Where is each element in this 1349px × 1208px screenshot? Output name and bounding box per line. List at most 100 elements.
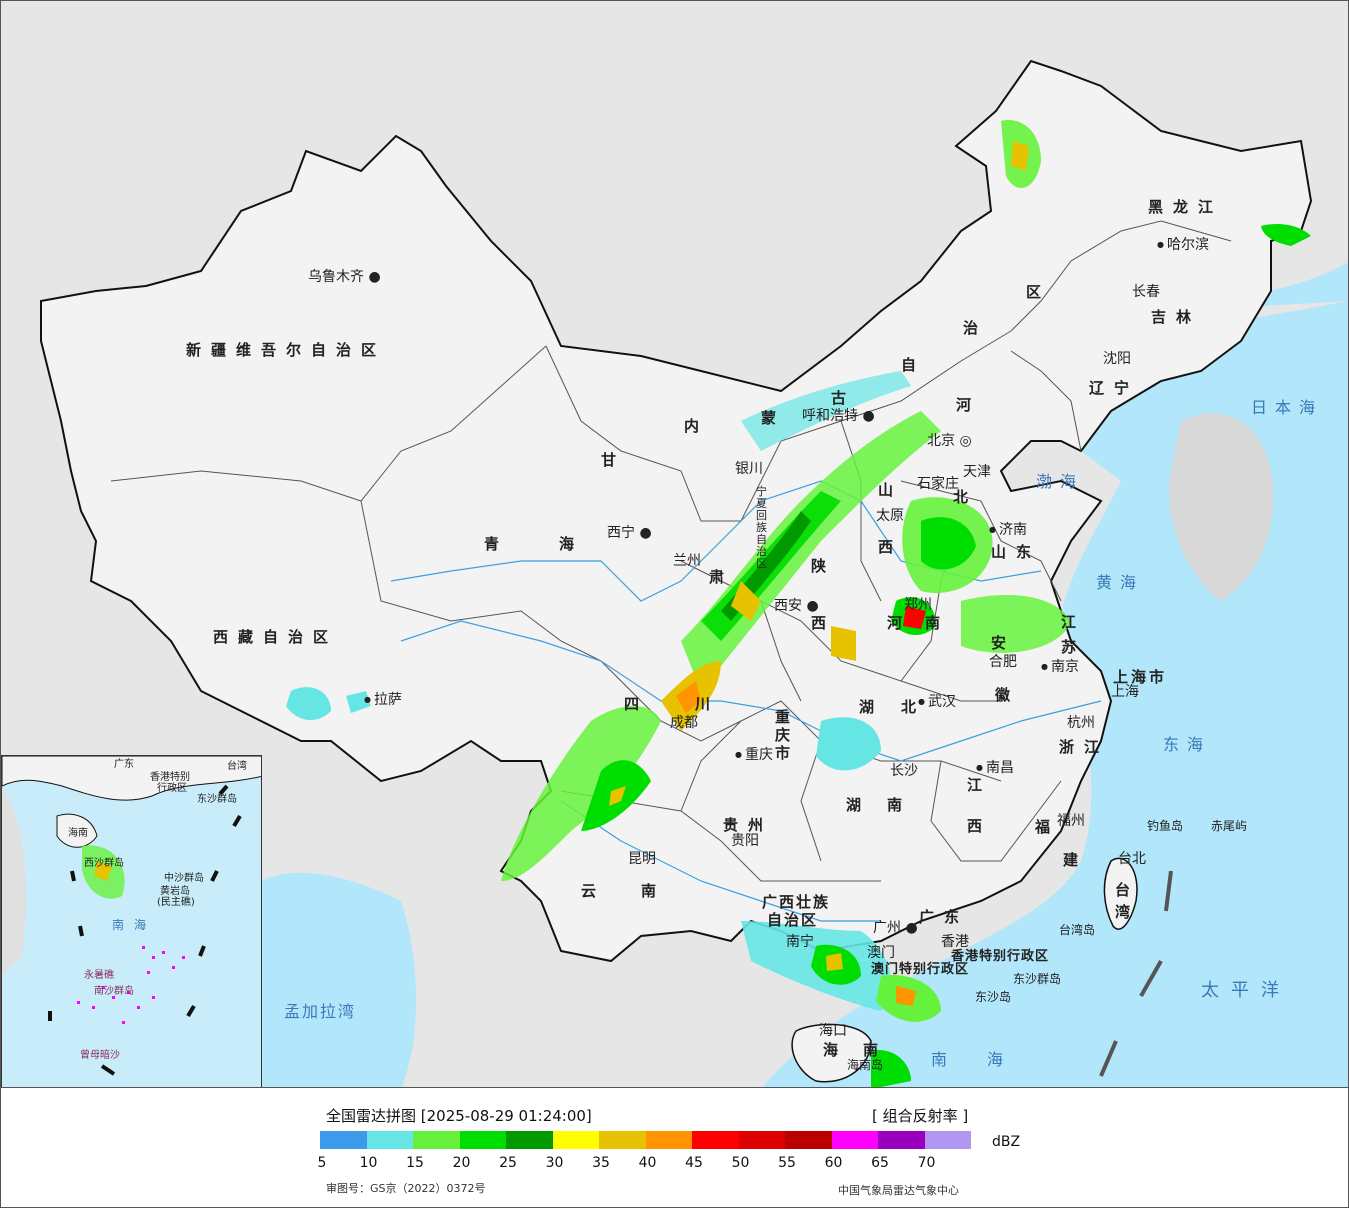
legend-unit: dBZ xyxy=(992,1134,1021,1150)
province-taiwan-2: 湾 xyxy=(1115,903,1141,921)
province-sichuan-1: 四 xyxy=(624,695,650,713)
inset-hk: 香港特别 xyxy=(150,772,190,783)
city-guiyang: 贵阳 xyxy=(731,833,759,849)
city-macao: 澳门 xyxy=(867,945,895,961)
city-hohhot: 呼和浩特 ● xyxy=(802,408,875,424)
province-shaanxi-1: 陕 xyxy=(811,557,837,575)
legend-source: 中国气象局雷达气象中心 xyxy=(838,1184,959,1197)
city-taibei: 台北 xyxy=(1118,851,1146,867)
province-chongqing-3: 市 xyxy=(775,744,801,762)
city-lanzhou: 兰州 xyxy=(673,553,701,569)
legend-swatch xyxy=(785,1131,832,1149)
province-anhui-2: 徽 xyxy=(995,686,1021,704)
legend-swatch xyxy=(692,1131,739,1149)
legend-tick-label: 70 xyxy=(917,1155,936,1171)
sea-east: 东海 xyxy=(1163,735,1212,754)
sea-bohai: 渤海 xyxy=(1036,472,1085,491)
inset-south-sea: 南海 xyxy=(112,918,157,932)
province-hunan-1: 湖 xyxy=(846,796,872,814)
inset-canvas xyxy=(2,756,261,1076)
city-xining: 西宁 ● xyxy=(607,525,652,541)
legend-swatch xyxy=(366,1131,413,1149)
city-fuzhou: 福州 xyxy=(1057,813,1085,829)
city-jinan: 济南 xyxy=(989,522,1027,538)
province-hebei-2: 北 xyxy=(953,488,979,506)
province-guangdong: 广东 xyxy=(919,908,970,926)
city-wuhan: 武汉 xyxy=(918,694,956,710)
province-qinghai-2: 海 xyxy=(559,535,585,553)
province-yunnan-1: 云 xyxy=(581,882,607,900)
inset-zengmu: 曾母暗沙 xyxy=(80,1050,120,1061)
sea-pacific: 太平洋 xyxy=(1201,980,1291,1001)
city-haikou: 海口 xyxy=(819,1023,847,1039)
legend-product: [ 组合反射率 ] xyxy=(872,1107,969,1125)
city-harbin: 哈尔滨 xyxy=(1157,237,1209,253)
province-guangxi-1: 广西壮族 xyxy=(762,893,831,911)
legend-swatch xyxy=(645,1131,692,1149)
china-outline xyxy=(40,59,1313,963)
inset-hk2: 行政区 xyxy=(157,783,187,794)
city-tianjin: 天津 xyxy=(963,464,991,480)
city-yinchuan: 银川 xyxy=(735,461,763,477)
inset-huangyan-2: (民主礁) xyxy=(157,897,195,908)
legend-tick-label: 25 xyxy=(499,1155,517,1171)
legend-tick-label: 30 xyxy=(545,1155,564,1171)
city-hongkong: 香港 xyxy=(941,934,969,950)
island-hainan: 海南岛 xyxy=(847,1058,884,1072)
province-neimenggu-1: 内 xyxy=(684,417,710,435)
inset-taiwan: 台湾 xyxy=(227,761,247,772)
province-henan-2: 南 xyxy=(925,614,951,632)
province-xizang: 西藏自治区 xyxy=(213,628,339,646)
province-guangxi-2: 自治区 xyxy=(767,911,819,929)
legend-review-number: 审图号：GS京（2022）0372号 xyxy=(326,1182,486,1195)
legend-tick-label: 35 xyxy=(592,1155,610,1171)
province-chongqing-1: 重 xyxy=(775,708,801,726)
radar-map: 新疆维吾尔自治区 西藏自治区 青 海 甘 肃 内 蒙 古 自 治 区 黑龙江 吉… xyxy=(0,0,1349,1088)
legend-tick-label: 40 xyxy=(638,1155,657,1171)
province-neimenggu-2: 蒙 xyxy=(761,409,787,427)
island-taiwan: 台湾岛 xyxy=(1059,923,1096,937)
legend-color-bar xyxy=(320,1131,971,1149)
inset-xisha: 西沙群岛 xyxy=(84,858,124,869)
province-macao: 澳门特别行政区 xyxy=(871,962,970,977)
province-neimenggu-6: 区 xyxy=(1026,283,1052,301)
legend-swatch xyxy=(599,1131,646,1149)
province-shanxi-2: 西 xyxy=(878,538,904,556)
sea-yellow: 黄海 xyxy=(1096,573,1145,592)
city-taiyuan: 太原 xyxy=(876,508,904,524)
province-hongkong: 香港特别行政区 xyxy=(951,949,1050,964)
province-hainan-2: 南 xyxy=(863,1041,889,1059)
legend-swatch xyxy=(506,1131,553,1149)
legend-tick-label: 5 xyxy=(317,1155,327,1171)
island-chiwei: 赤尾屿 xyxy=(1211,819,1248,833)
province-jiangsu-2: 苏 xyxy=(1061,638,1087,656)
legend-swatch xyxy=(320,1131,367,1149)
legend-swatch xyxy=(831,1131,878,1149)
province-zhejiang: 浙江 xyxy=(1059,738,1110,756)
south-china-sea-inset: 广东 台湾 香港特别 行政区 东沙群岛 海南 西沙群岛 中沙群岛 黄岩岛 (民主… xyxy=(1,755,262,1087)
province-jilin: 吉林 xyxy=(1151,308,1202,326)
province-sichuan-2: 川 xyxy=(695,695,721,713)
province-hubei-1: 湖 xyxy=(859,698,885,716)
legend-tick-label: 20 xyxy=(452,1155,471,1171)
legend-tick-label: 55 xyxy=(778,1155,796,1171)
taiwan-island xyxy=(1103,857,1138,930)
island-dongsha-group: 东沙群岛 xyxy=(1013,972,1062,986)
inset-hainan: 海南 xyxy=(68,828,88,839)
province-anhui-1: 安 xyxy=(991,634,1017,652)
legend-tick-label: 50 xyxy=(731,1155,750,1171)
sea-japan: 日本海 xyxy=(1251,398,1324,417)
legend-swatch xyxy=(924,1131,971,1149)
city-nanchang: 南昌 xyxy=(976,760,1014,776)
province-hunan-2: 南 xyxy=(887,796,913,814)
province-shanxi-1: 山 xyxy=(878,481,904,499)
province-gansu-2: 肃 xyxy=(709,568,735,586)
province-liaoning: 辽宁 xyxy=(1089,379,1140,397)
city-changsha: 长沙 xyxy=(890,763,918,779)
city-lhasa: 拉萨 xyxy=(364,692,402,708)
province-chongqing-2: 庆 xyxy=(775,726,801,744)
province-shanghai: 上海市 xyxy=(1113,668,1168,686)
city-beijing: 北京 ◎ xyxy=(927,433,972,449)
city-hangzhou: 杭州 xyxy=(1067,715,1095,731)
province-shandong: 山东 xyxy=(991,543,1042,561)
